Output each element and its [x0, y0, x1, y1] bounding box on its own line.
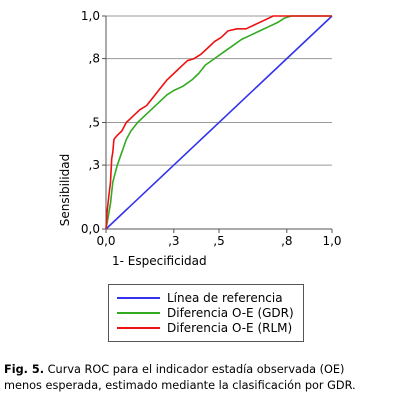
y-tick-label-1: ,3: [89, 158, 100, 172]
x-tick-label-3: ,8: [281, 234, 292, 248]
y-tick-label-2: ,5: [89, 116, 100, 130]
legend-label-reference: Línea de referencia: [167, 291, 283, 305]
legend: Línea de referencia Diferencia O-E (GDR)…: [108, 284, 304, 342]
y-axis-label: Sensibilidad: [58, 154, 72, 226]
legend-label-rlm: Diferencia O-E (RLM): [167, 321, 293, 335]
y-tick-label-3: ,8: [89, 52, 100, 66]
legend-label-gdr: Diferencia O-E (GDR): [167, 306, 294, 320]
series-lines: [105, 15, 333, 230]
axes: [102, 15, 333, 233]
caption-text-1: Curva ROC para el indicador estadía obse…: [44, 363, 345, 376]
legend-swatch-rlm: [117, 327, 160, 329]
caption-line-1: Fig. 5. Curva ROC para el indicador esta…: [4, 362, 418, 378]
x-tick-label-0: 0,0: [96, 234, 115, 248]
x-axis-label: 1- Especificidad: [112, 254, 207, 268]
caption-line-2: menos esperada, estimado mediante la cla…: [4, 379, 356, 392]
series-line-rlm: [105, 15, 332, 230]
y-tick-label-4: 1,0: [81, 9, 100, 23]
x-tick-label-4: 1,0: [322, 234, 341, 248]
figure-caption: Fig. 5. Curva ROC para el indicador esta…: [4, 362, 418, 394]
series-line-reference: [105, 15, 333, 230]
legend-item-gdr: Diferencia O-E (GDR): [109, 306, 303, 320]
legend-item-rlm: Diferencia O-E (RLM): [109, 321, 303, 335]
legend-item-reference: Línea de referencia: [109, 291, 303, 305]
x-tick-label-2: ,5: [213, 234, 224, 248]
tick-labels: 0,0 ,3 ,5 ,8 1,0 0,0 ,3 ,5 ,8 1,0: [81, 9, 342, 248]
roc-chart: 0,0 ,3 ,5 ,8 1,0 0,0 ,3 ,5 ,8 1,0 1- Especificida…: [58, 9, 342, 268]
series-line-gdr: [105, 15, 332, 230]
y-tick-label-0: 0,0: [81, 222, 100, 236]
legend-swatch-reference: [117, 297, 160, 299]
caption-label: Fig. 5.: [4, 363, 45, 376]
x-tick-label-1: ,3: [168, 234, 179, 248]
legend-swatch-gdr: [117, 312, 160, 314]
